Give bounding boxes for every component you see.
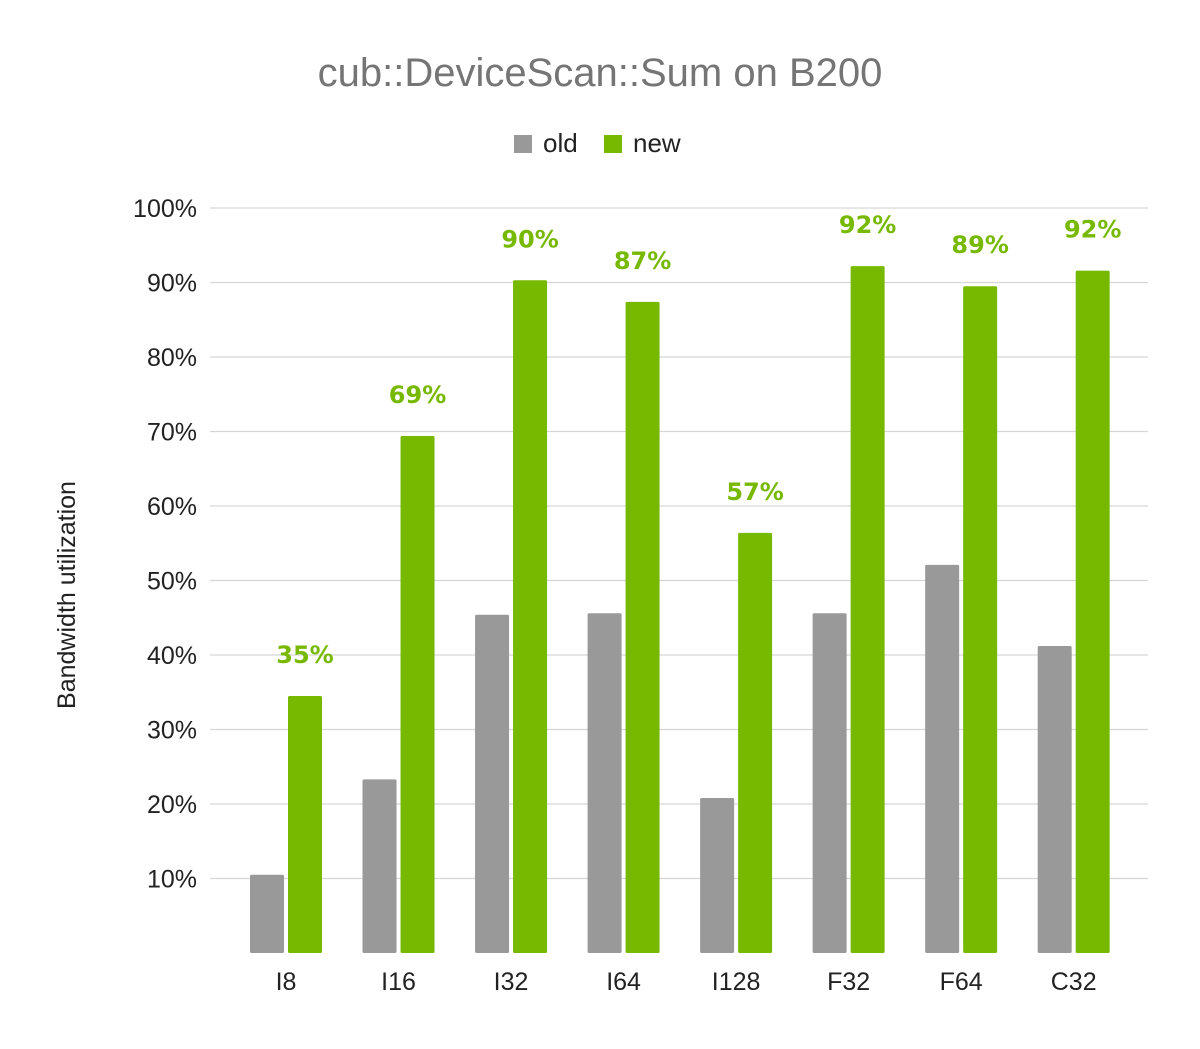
legend: old new [514, 128, 681, 158]
x-tick-label-I128: I128 [712, 968, 761, 996]
bar-old-F64 [925, 564, 960, 953]
y-tick-label: 10% [147, 866, 197, 894]
data-label-I16: 69% [389, 381, 446, 409]
bar-old-C32 [1037, 646, 1072, 953]
gridlines [210, 207, 1148, 880]
bar-new-C32 [1075, 270, 1110, 954]
x-tick-label-F64: F64 [940, 968, 983, 996]
y-tick-label: 20% [147, 791, 197, 819]
bar-new-I32 [513, 280, 548, 953]
x-tick-label-I8: I8 [276, 968, 297, 996]
legend-label-new: new [633, 128, 681, 158]
x-tick-label-C32: C32 [1051, 968, 1097, 996]
legend-swatch-new [604, 135, 622, 153]
legend-swatch-old [514, 135, 532, 153]
y-axis-ticks: 10% 20% 30% 40% 50% 60% 70% 80% 90% 100% [133, 195, 197, 894]
data-label-I64: 87% [614, 247, 671, 275]
bars [250, 266, 1110, 954]
x-tick-label-I16: I16 [381, 968, 416, 996]
bar-old-I16 [362, 779, 397, 953]
y-tick-label: 30% [147, 717, 197, 745]
data-label-C32: 92% [1064, 216, 1121, 244]
data-label-I128: 57% [726, 478, 783, 506]
y-tick-label: 60% [147, 493, 197, 521]
bar-new-I16 [400, 435, 435, 954]
bar-old-I64 [587, 613, 622, 953]
bar-new-I8 [288, 695, 322, 953]
data-label-I8: 35% [276, 641, 333, 669]
bar-old-I8 [250, 874, 284, 953]
y-tick-label: 50% [147, 568, 197, 596]
x-tick-label-I64: I64 [606, 968, 641, 996]
data-label-F32: 92% [839, 211, 896, 239]
y-axis-title: Bandwidth utilization [53, 481, 81, 709]
y-tick-label: 40% [147, 642, 197, 670]
y-tick-label: 90% [147, 270, 197, 298]
x-tick-label-F32: F32 [827, 968, 870, 996]
legend-label-old: old [543, 128, 578, 158]
y-tick-label: 70% [147, 419, 197, 447]
bar-old-I128 [700, 798, 735, 953]
bar-old-F32 [812, 613, 847, 953]
data-labels: 35% 69% 90% 87% 57% 92% 89% 92% [276, 211, 1121, 669]
x-axis-ticks: I8 I16 I32 I64 I128 F32 F64 C32 [276, 968, 1097, 996]
bar-new-F32 [850, 266, 885, 953]
bar-new-I128 [738, 532, 773, 953]
bar-new-F64 [963, 286, 998, 954]
bar-new-I64 [625, 301, 660, 953]
data-label-F64: 89% [951, 231, 1008, 259]
chart-title: cub::DeviceScan::Sum on B200 [318, 51, 883, 95]
x-tick-label-I32: I32 [494, 968, 529, 996]
y-tick-label: 100% [133, 195, 197, 223]
y-tick-label: 80% [147, 344, 197, 372]
data-label-I32: 90% [501, 225, 558, 253]
bar-old-I32 [475, 614, 510, 953]
